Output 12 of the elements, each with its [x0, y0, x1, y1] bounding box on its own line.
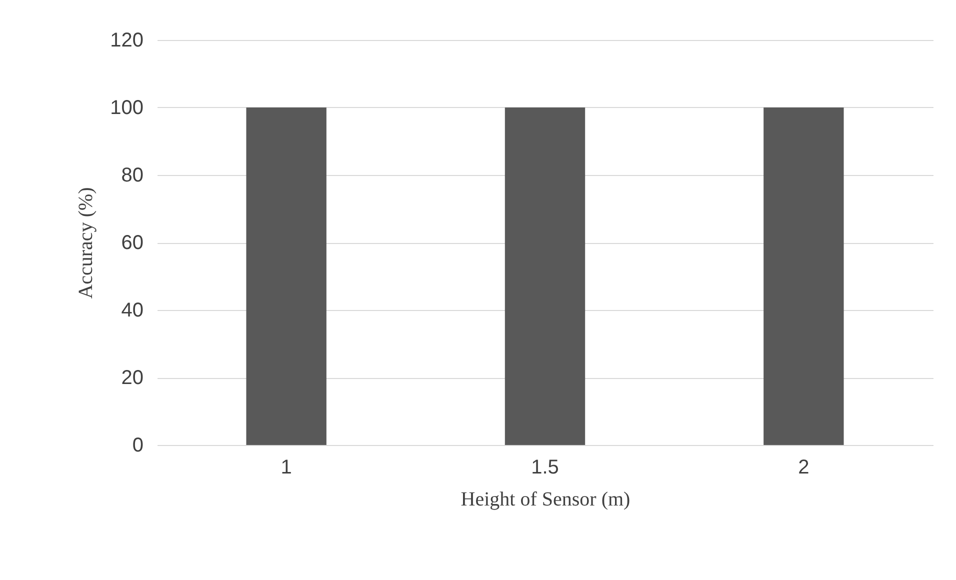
- y-tick-label: 20: [121, 367, 144, 389]
- y-tick-label: 80: [121, 164, 144, 186]
- x-axis-title: Height of Sensor (m): [460, 488, 630, 510]
- y-tick-label: 100: [110, 97, 144, 119]
- y-axis-title: Accuracy (%): [75, 187, 98, 299]
- y-tick-label: 0: [132, 434, 144, 456]
- y-tick-label: 120: [110, 30, 144, 52]
- y-tick-label: 60: [121, 232, 144, 254]
- x-tick-label: 1: [280, 456, 292, 478]
- x-tick-label: 1.5: [531, 456, 559, 478]
- x-tick-label: 2: [798, 456, 810, 478]
- y-tick-label: 40: [121, 300, 144, 322]
